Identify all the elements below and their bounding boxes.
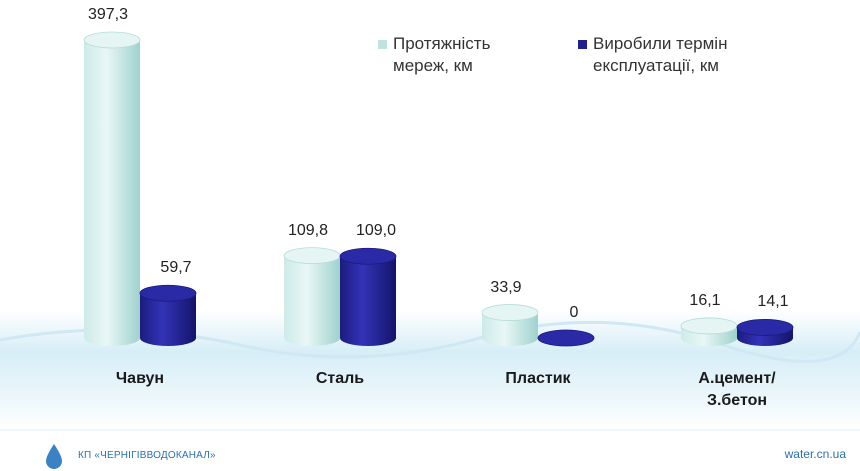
value-label: 0 (569, 304, 579, 321)
value-label: 59,7 (160, 259, 192, 277)
bar-top (283, 247, 341, 265)
bar-top (736, 319, 794, 336)
x-tick-label: А.цемент/ З.бетон (698, 370, 776, 409)
bar-body (340, 256, 396, 338)
value-label: 397,3 (87, 6, 129, 23)
value-label: 109,8 (287, 221, 329, 239)
logo (46, 444, 62, 469)
value-label: 109,0 (355, 222, 397, 240)
value-label: 16,1 (689, 291, 721, 309)
bar-top (537, 329, 595, 347)
bar-top (83, 31, 141, 49)
legend-swatch (378, 40, 387, 49)
bar (283, 247, 341, 346)
x-tick-label: Сталь (315, 370, 365, 387)
bar-body (84, 40, 140, 338)
legend-label: Виробили термін експлуатації, км (593, 34, 728, 75)
legend-label: Протяжність мереж, км (393, 34, 491, 75)
x-tick-label: Пластик (505, 370, 571, 387)
bar (537, 329, 595, 347)
bar-top (139, 284, 197, 302)
value-label: 14,1 (757, 293, 789, 311)
x-tick-label: Чавун (115, 370, 165, 387)
bar (139, 284, 197, 346)
bar (481, 304, 539, 346)
footer-site: water.cn.ua (784, 447, 846, 461)
value-label: 33,9 (490, 278, 522, 296)
bar-top (481, 304, 539, 321)
footer-org: КП «ЧЕРНІГІВВОДОКАНАЛ» (78, 450, 216, 461)
bar (339, 247, 397, 346)
bar (83, 31, 141, 346)
legend-swatch (578, 40, 587, 49)
bar-top (680, 317, 738, 335)
bar (736, 319, 794, 346)
bar (680, 317, 738, 346)
bar-body (284, 255, 340, 338)
bar-top (339, 247, 397, 265)
